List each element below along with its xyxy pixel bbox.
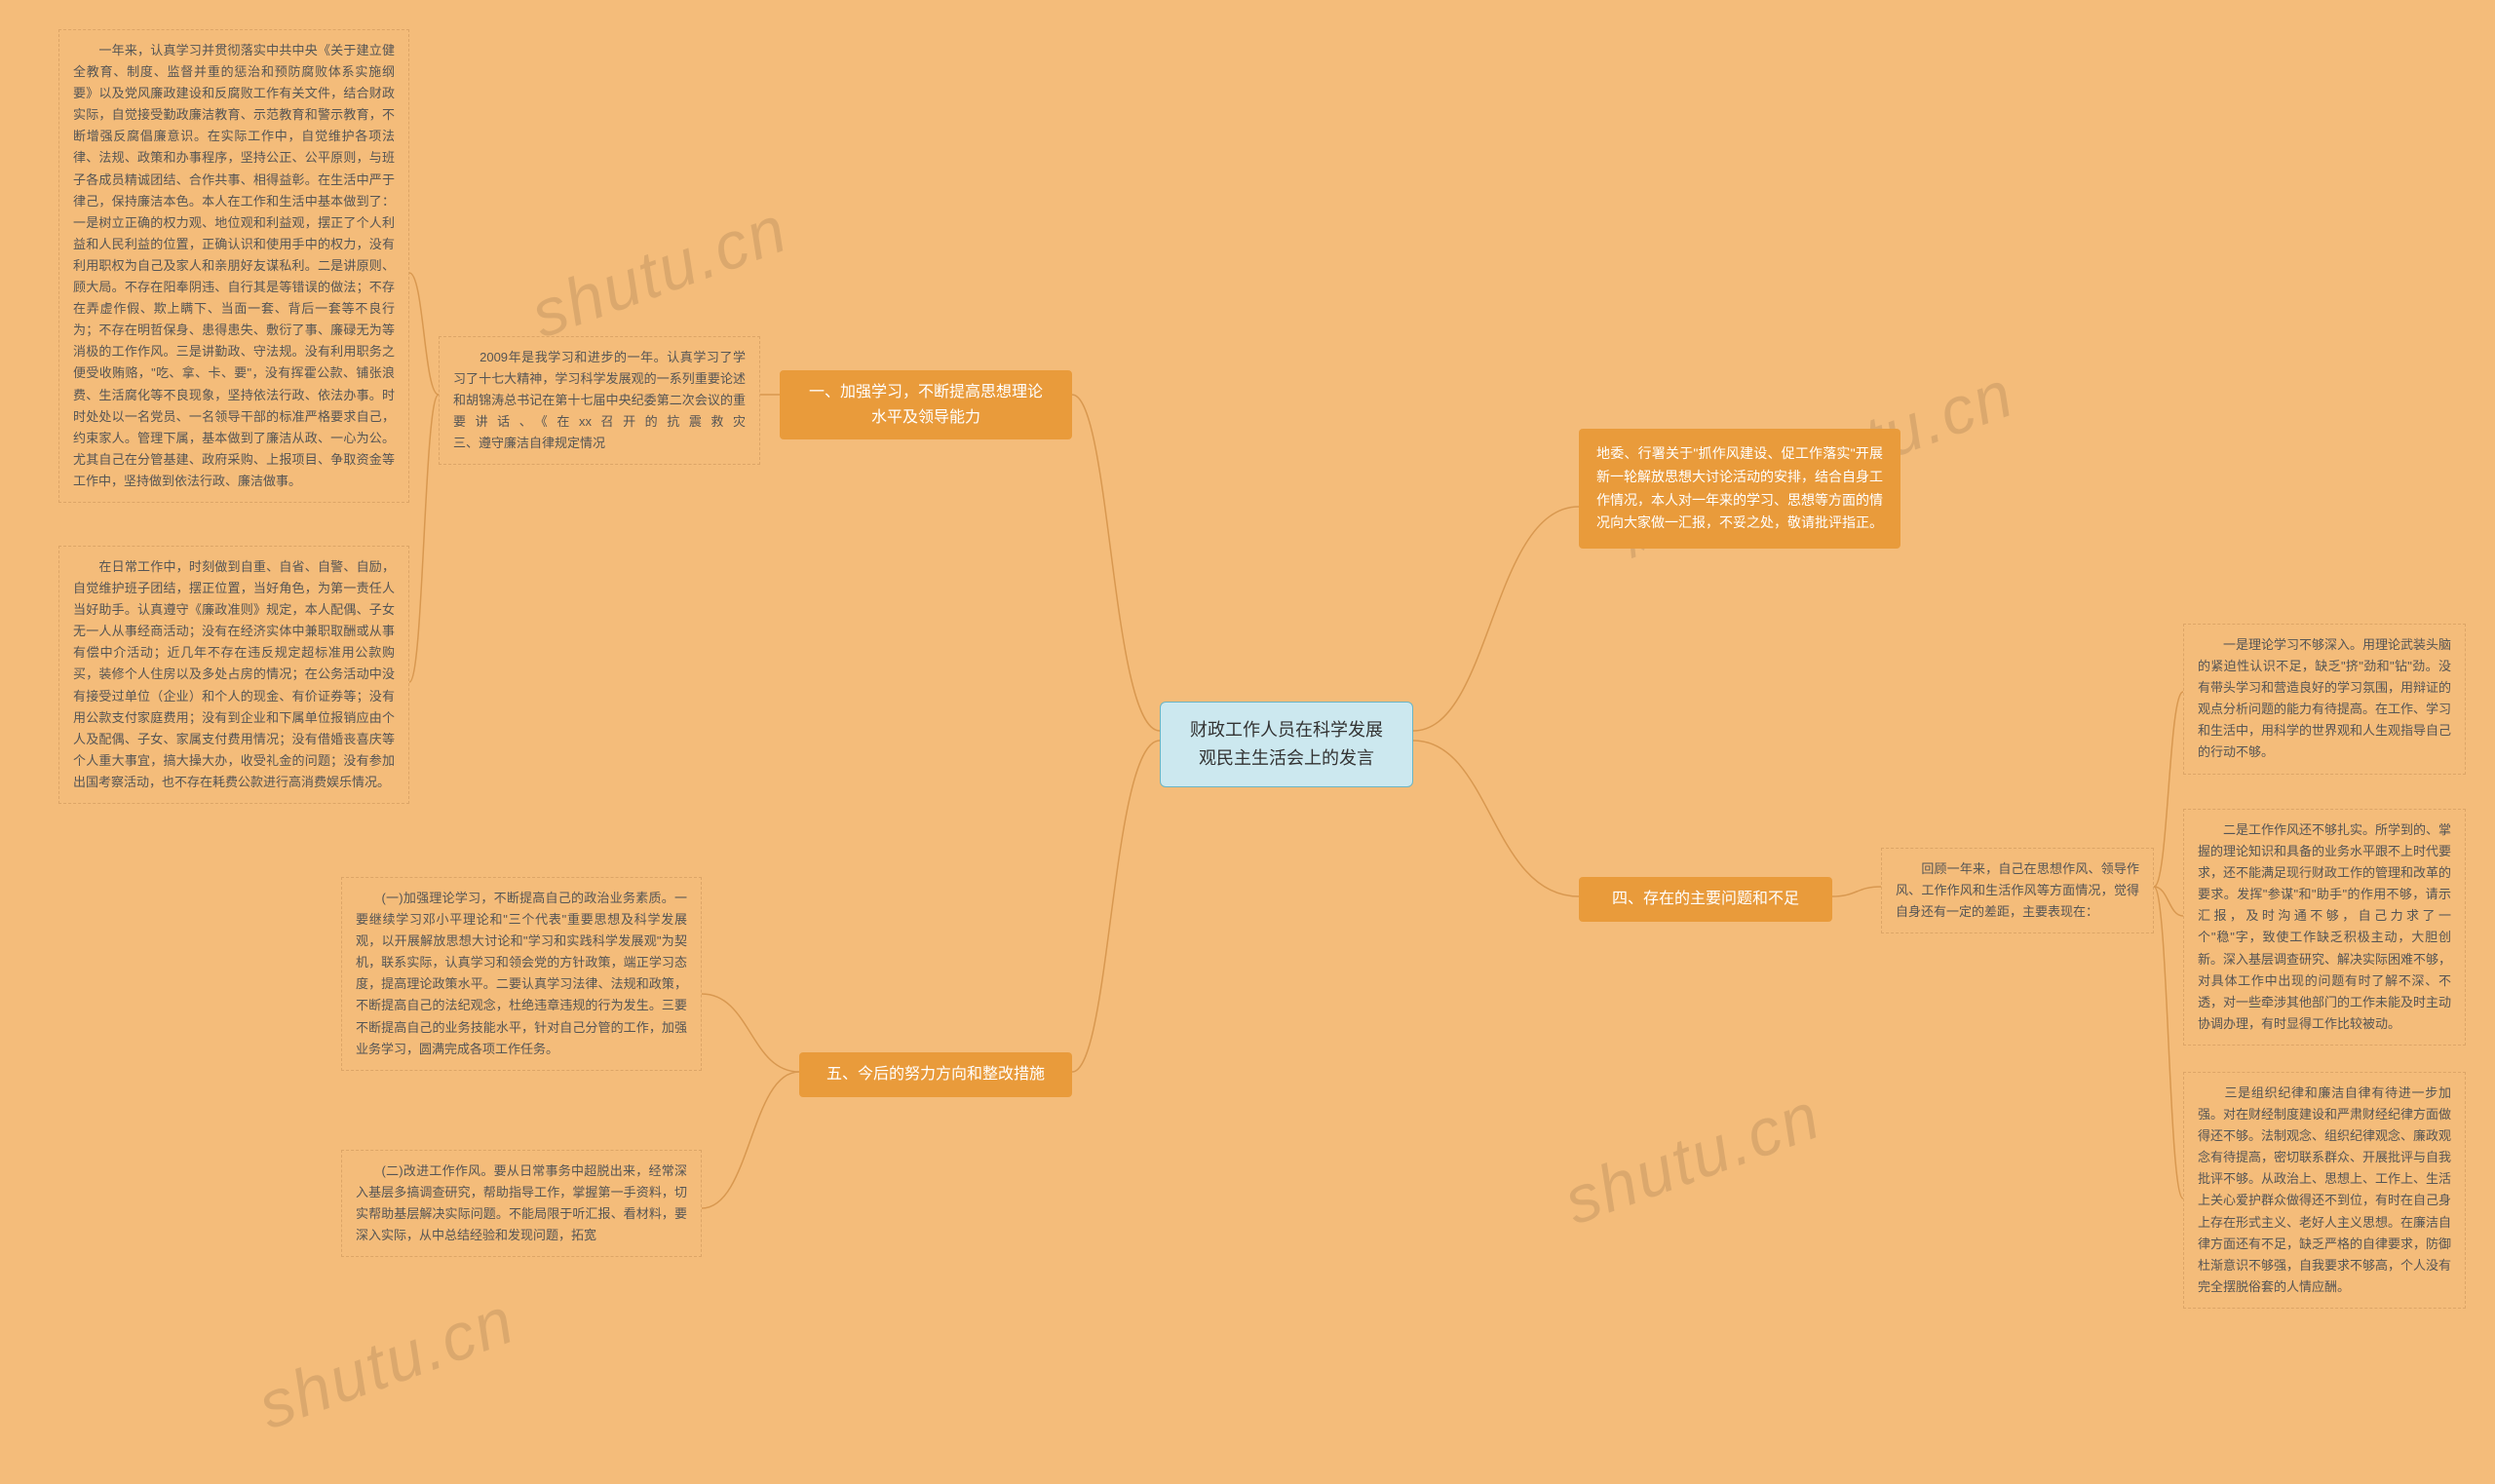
branch-4-mid: 回顾一年来，自己在思想作风、领导作风、工作作风和生活作风等方面情况，觉得自身还有… (1881, 848, 2154, 933)
branch-5-leaf-0: (一)加强理论学习，不断提高自己的政治业务素质。一要继续学习邓小平理论和"三个代… (341, 877, 702, 1071)
branch-1[interactable]: 一、加强学习，不断提高思想理论 水平及领导能力 (780, 370, 1072, 439)
watermark: shutu.cn (521, 191, 797, 354)
watermark: shutu.cn (1555, 1078, 1830, 1240)
watermark: shutu.cn (249, 1282, 524, 1445)
branch-5-leaf-1: (二)改进工作作风。要从日常事务中超脱出来，经常深入基层多搞调查研究，帮助指导工… (341, 1150, 702, 1257)
branch-4-leaf-1: 二是工作作风还不够扎实。所学到的、掌握的理论知识和具备的业务水平跟不上时代要求，… (2183, 809, 2466, 1046)
center-node[interactable]: 财政工作人员在科学发展 观民主生活会上的发言 (1160, 702, 1413, 787)
branch-1-leaf-1: 在日常工作中，时刻做到自重、自省、自警、自励，自觉维护班子团结，摆正位置，当好角… (58, 546, 409, 804)
branch-4-leaf-0: 一是理论学习不够深入。用理论武装头脑的紧迫性认识不足，缺乏"挤"劲和"钻"劲。没… (2183, 624, 2466, 775)
branch-1-mid: 2009年是我学习和进步的一年。认真学习了学习了十七大精神，学习科学发展观的一系… (439, 336, 760, 465)
branch-4-leaf-2: 三是组织纪律和廉洁自律有待进一步加强。对在财经制度建设和严肃财经纪律方面做得还不… (2183, 1072, 2466, 1309)
branch-5[interactable]: 五、今后的努力方向和整改措施 (799, 1052, 1072, 1097)
branch-1-leaf-0: 一年来，认真学习并贯彻落实中共中央《关于建立健全教育、制度、监督并重的惩治和预防… (58, 29, 409, 503)
branch-4[interactable]: 四、存在的主要问题和不足 (1579, 877, 1832, 922)
intro-node[interactable]: 地委、行署关于"抓作风建设、促工作落实"开展新一轮解放思想大讨论活动的安排，结合… (1579, 429, 1900, 549)
